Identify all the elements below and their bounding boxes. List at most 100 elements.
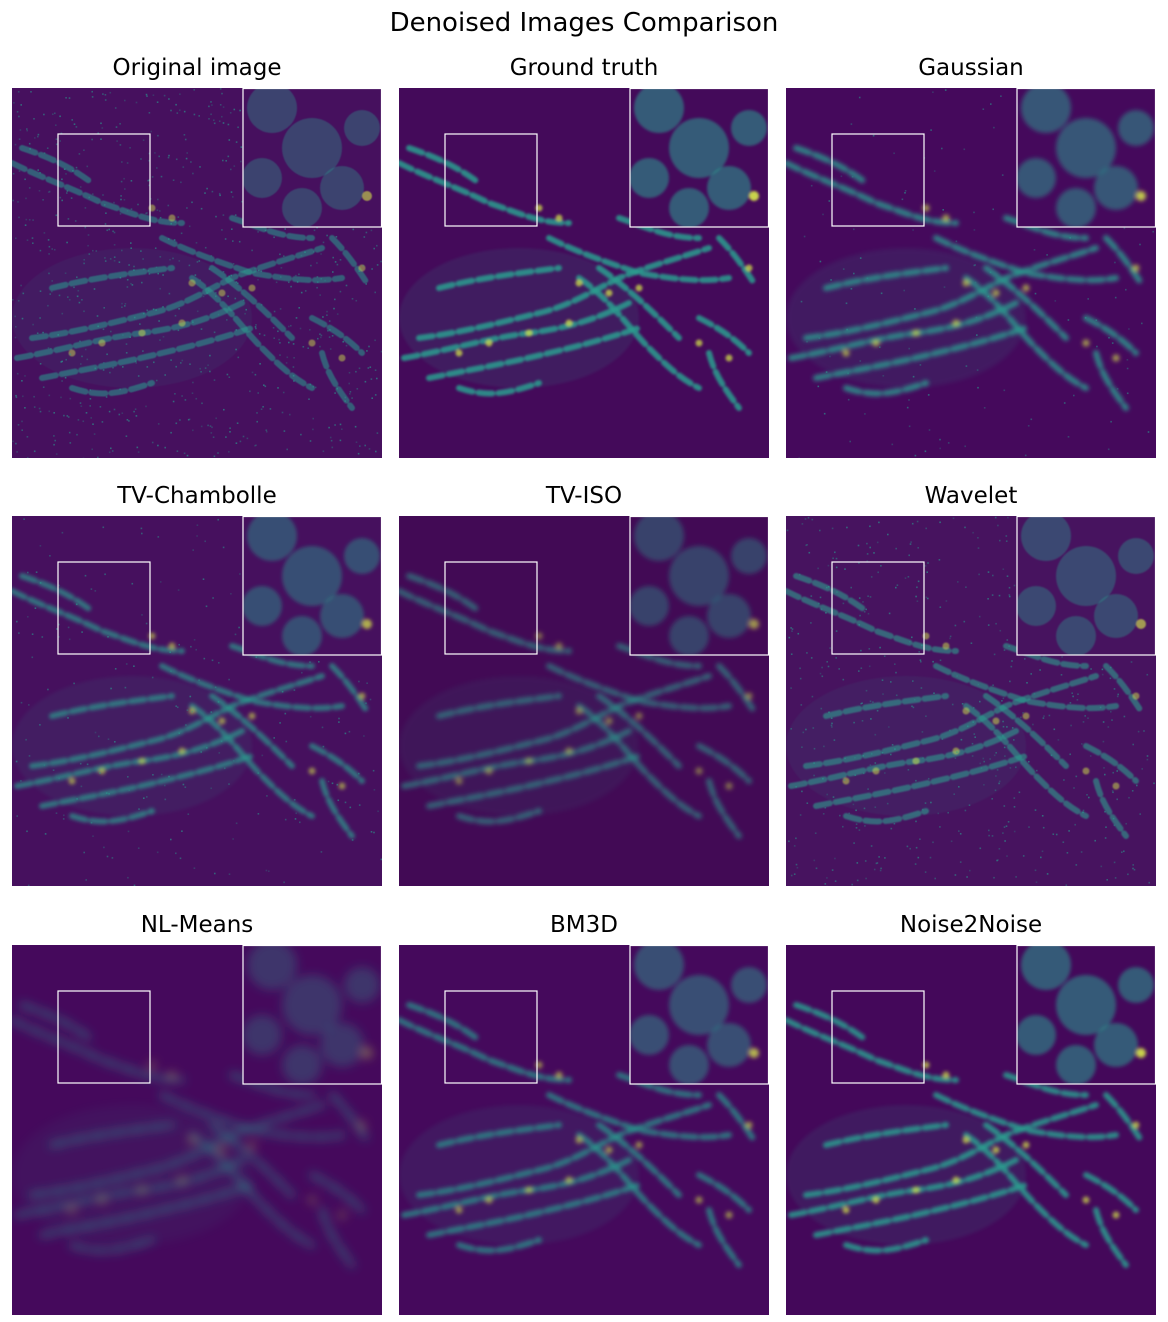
zoom-inset [1016,88,1156,228]
filament [823,265,949,291]
filament [19,573,95,614]
bright-spot [485,767,493,775]
bright-spot [942,642,950,650]
filament [1003,1072,1089,1098]
filament [159,235,345,284]
filament [716,235,757,286]
bright-spot [942,214,950,222]
filament [229,215,315,241]
filament [416,245,712,341]
bright-spot [455,777,463,785]
filament [12,160,185,226]
bright-spot [138,757,146,765]
panel-title: Ground truth [509,55,659,81]
filament [309,1172,365,1213]
bright-spot [308,767,316,775]
filament [983,265,1069,341]
bright-spot [358,1121,366,1129]
filament [786,160,959,226]
bright-spot [952,747,960,755]
filament [803,1102,1099,1198]
bright-spot [962,707,970,715]
filament [39,1182,255,1238]
bright-spot [525,1186,533,1194]
filament [12,588,185,654]
filament [813,1182,1029,1238]
inset-border [242,945,382,1085]
inset-border [1016,516,1156,656]
bright-spot [98,767,106,775]
bright-spot [872,339,880,347]
filament [813,325,1029,381]
filament [576,275,702,391]
filament [189,703,315,819]
filament [69,1237,155,1254]
filament [49,1122,175,1148]
filament [406,145,482,186]
inset-border [629,945,769,1085]
bright-spot [138,329,146,337]
bright-spot [338,782,346,790]
filament [983,1122,1069,1198]
filament [823,693,949,719]
filament [793,145,869,186]
filament [159,1092,345,1141]
filament [696,315,752,356]
bright-spot [1112,354,1120,362]
bright-spot [168,1071,176,1079]
bright-spot [565,747,573,755]
bright-spot [188,1136,196,1144]
filament [786,588,959,654]
bright-spot [455,349,463,357]
filament [19,1002,95,1043]
filament [1103,1092,1144,1143]
bright-spot [842,349,850,357]
filament [933,235,1119,284]
bright-spot [1022,712,1030,720]
bright-spot [745,264,753,272]
filament [19,145,95,186]
filament [1103,235,1144,286]
bright-spot [695,767,703,775]
panel-title: BM3D [550,912,618,938]
filament [426,1182,642,1238]
filament [696,743,752,784]
filament [49,265,175,291]
filament [963,1132,1089,1248]
panel-title: TV-Chambolle [117,483,277,509]
filament [823,1122,949,1148]
filament [963,703,1089,819]
bright-spot [1112,782,1120,790]
bright-spot [952,319,960,327]
filament [456,1237,542,1254]
bright-spot [338,1211,346,1219]
inset-border [629,88,769,228]
filament [546,235,732,284]
bright-spot [1132,692,1140,700]
bright-spot [842,1206,850,1214]
panel-title: TV-ISO [545,483,623,509]
filament [1093,778,1129,839]
filament [69,380,155,397]
filament [436,265,562,291]
bright-spot [575,279,583,287]
zoom-inset [242,516,382,656]
bright-spot [695,1196,703,1204]
bright-spot [168,642,176,650]
bright-spot [218,289,226,297]
filament [706,1207,742,1268]
filament [456,808,542,825]
roi-box [444,133,538,227]
inset-border [1016,945,1156,1085]
bright-spot [912,1186,920,1194]
bright-spot [962,279,970,287]
filament [229,643,315,669]
filament [406,573,482,614]
bright-spot [138,1186,146,1194]
filament [803,245,1099,341]
filament [1093,1207,1129,1268]
figure-title: Denoised Images Comparison [389,8,779,38]
inset-border [1016,88,1156,228]
filament [399,588,572,654]
filament [329,1092,370,1143]
